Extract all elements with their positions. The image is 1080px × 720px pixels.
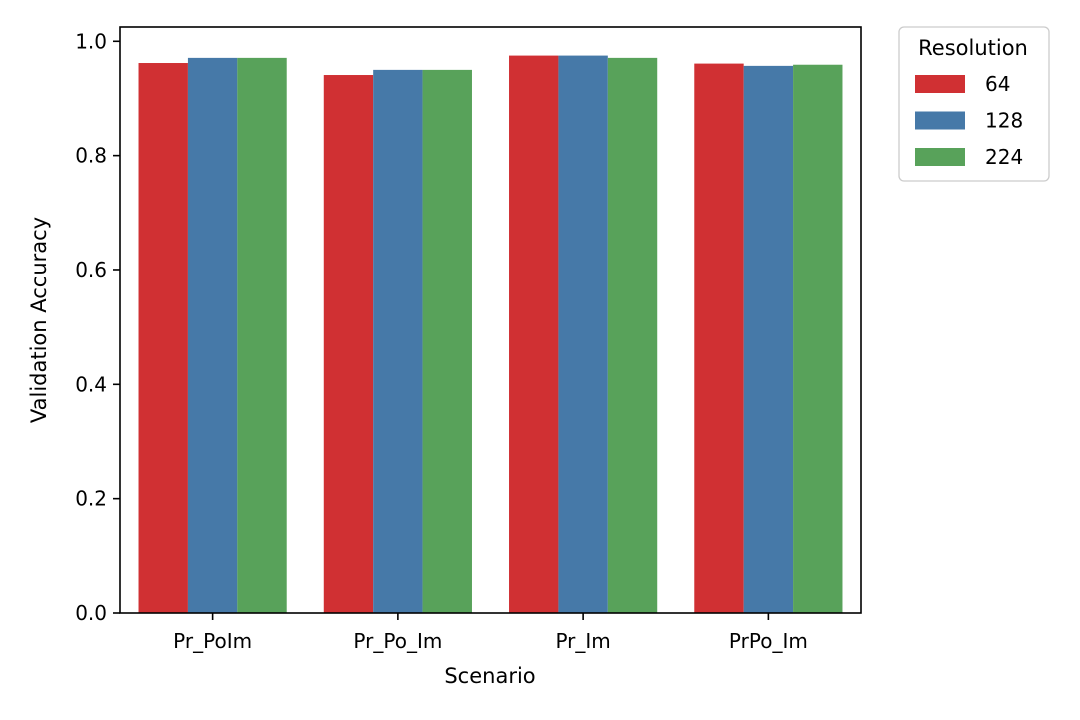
- bar-Pr_Po_Im-128: [373, 69, 423, 613]
- x-tick-label: Pr_PoIm: [173, 629, 252, 653]
- bar-Pr_Po_Im-64: [323, 75, 374, 613]
- plot-frame: [119, 26, 862, 614]
- y-tick-label: 0.4: [75, 372, 107, 396]
- x-axis-label: Scenario: [444, 664, 535, 688]
- bar-Pr_Im-128: [558, 55, 608, 613]
- bar-Pr_PoIm-224: [237, 57, 287, 614]
- x-tick-label: Pr_Im: [555, 629, 610, 653]
- legend-swatch-224: [915, 148, 965, 166]
- bar-PrPo_Im-224: [793, 64, 843, 614]
- bar-Pr_Im-64: [509, 55, 559, 613]
- bar-PrPo_Im-128: [743, 65, 794, 613]
- legend-label-224: 224: [985, 145, 1023, 169]
- legend-box: [898, 26, 1050, 182]
- legend-label-128: 128: [985, 109, 1023, 133]
- y-tick-label: 0.2: [75, 487, 107, 511]
- legend: Resolution 64 128 224: [898, 26, 1050, 182]
- x-axis: Pr_PoIm Pr_Po_Im Pr_Im PrPo_Im: [173, 613, 808, 653]
- y-axis: 0.0 0.2 0.4 0.6 0.8 1.0: [75, 29, 120, 625]
- x-tick-label: Pr_Po_Im: [353, 629, 442, 653]
- bar-Pr_PoIm-128: [187, 57, 238, 614]
- legend-label-64: 64: [985, 72, 1010, 96]
- bars-group: [138, 55, 843, 614]
- bar-Pr_Po_Im-224: [422, 69, 472, 613]
- bar-Pr_Im-224: [607, 57, 658, 614]
- y-tick-label: 1.0: [75, 29, 107, 53]
- bar-PrPo_Im-64: [694, 63, 744, 613]
- y-tick-label: 0.0: [75, 601, 107, 625]
- bar-Pr_PoIm-64: [138, 63, 188, 613]
- legend-title: Resolution: [918, 36, 1028, 60]
- y-tick-label: 0.8: [75, 144, 107, 168]
- x-tick-label: PrPo_Im: [729, 629, 808, 653]
- legend-swatch-64: [915, 75, 965, 93]
- y-tick-label: 0.6: [75, 258, 107, 282]
- y-axis-label: Validation Accuracy: [27, 217, 51, 423]
- legend-swatch-128: [915, 111, 965, 130]
